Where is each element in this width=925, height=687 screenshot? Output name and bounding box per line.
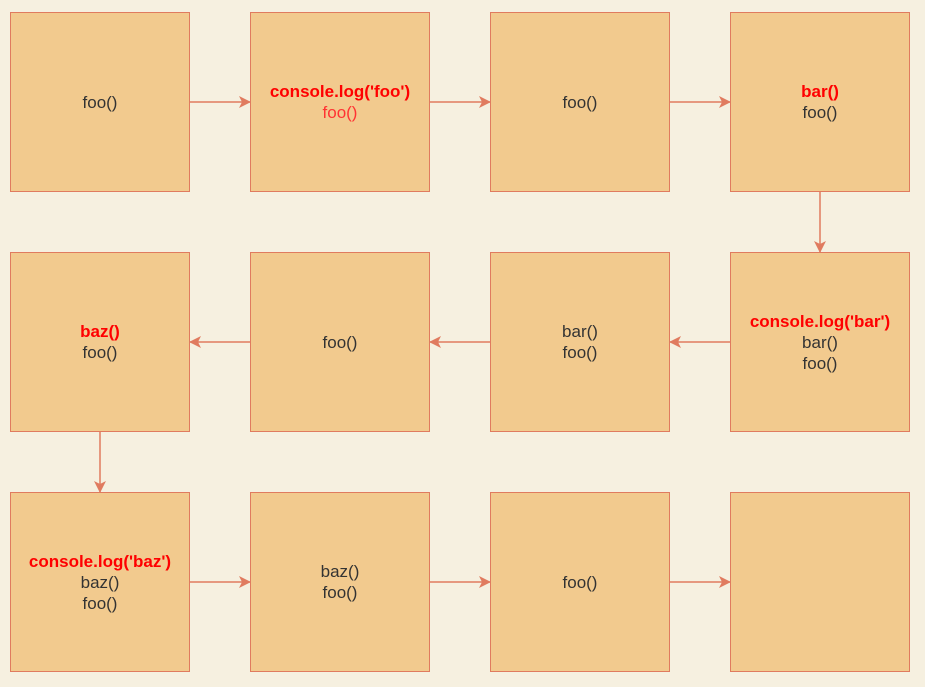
frame-line: baz() xyxy=(80,322,120,341)
stack-frame-10: baz() foo() xyxy=(250,492,430,672)
frame-line: foo() xyxy=(322,103,358,122)
frame-line: foo() xyxy=(562,572,598,592)
stack-frame-5: console.log('bar') bar() foo() xyxy=(730,252,910,432)
frame-line: baz() xyxy=(80,572,120,592)
frame-line: bar() xyxy=(801,82,839,101)
stack-frame-6: bar() foo() xyxy=(490,252,670,432)
stack-frame-12 xyxy=(730,492,910,672)
frame-line: bar() xyxy=(802,332,838,352)
stack-frame-11: foo() xyxy=(490,492,670,672)
frame-line: foo() xyxy=(322,583,358,602)
frame-line: foo() xyxy=(562,92,598,112)
frame-line: baz() xyxy=(320,562,360,581)
frame-line: console.log('baz') xyxy=(28,551,172,571)
frame-line: console.log('bar') xyxy=(749,311,891,331)
frame-line: foo() xyxy=(82,593,118,613)
stack-frame-8: baz() foo() xyxy=(10,252,190,432)
frame-line: foo() xyxy=(802,353,838,373)
stack-frame-2: console.log('foo') foo() xyxy=(250,12,430,192)
frame-line: foo() xyxy=(802,103,838,122)
stack-frame-9: console.log('baz') baz() foo() xyxy=(10,492,190,672)
stack-frame-7: foo() xyxy=(250,252,430,432)
frame-line: foo() xyxy=(82,343,118,362)
frame-line: foo() xyxy=(82,92,118,112)
frame-line: foo() xyxy=(562,343,598,362)
frame-line: bar() xyxy=(562,322,598,341)
frame-line: foo() xyxy=(322,332,358,352)
stack-frame-1: foo() xyxy=(10,12,190,192)
stack-frame-3: foo() xyxy=(490,12,670,192)
stack-frame-4: bar() foo() xyxy=(730,12,910,192)
frame-line: console.log('foo') xyxy=(269,82,411,101)
